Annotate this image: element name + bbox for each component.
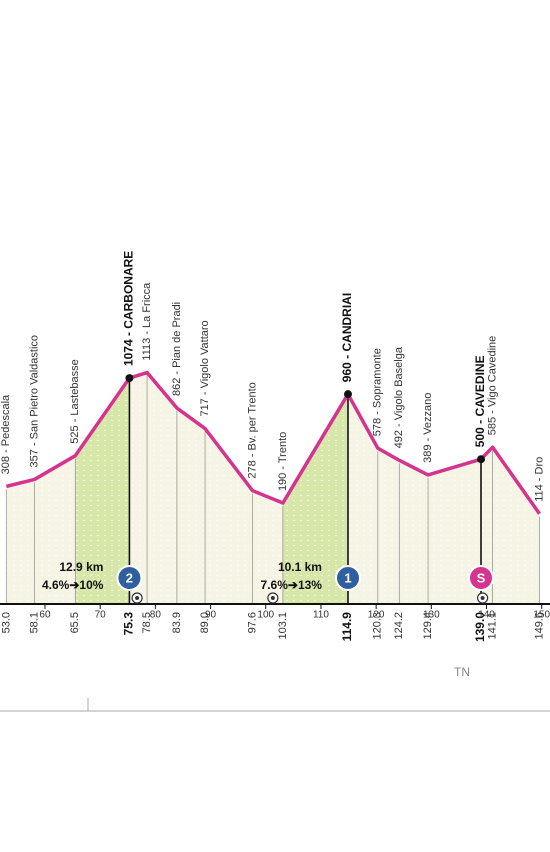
summit-dot [343,390,352,399]
km-label: 120.3 [372,612,384,640]
km-label: 75.3 [122,612,136,636]
waypoint-label: 190 - Trento [277,432,289,491]
km-label: 124.2 [393,612,405,640]
x-tick-label: 80 [150,610,162,621]
waypoint-label: 717 - Vigolo Vattaro [199,320,211,416]
waypoint-label: 389 - Vezzano [422,393,434,463]
waypoint-label: 585 - Vigo Cavedine [487,336,499,435]
climb-area [282,394,348,604]
climb-badge [468,565,495,591]
km-label: 78.5 [141,612,153,633]
waypoint-label: 492 - Vigolo Baselga [393,346,405,448]
x-tick-label: 130 [423,610,440,621]
km-label: 58.1 [28,612,40,633]
feed-icon [135,596,140,600]
waypoint-label: 960 - CANDRIAI [340,293,354,382]
km-label: 129.4 [422,612,434,640]
feed-icon [480,596,485,600]
region-label: TN [454,665,470,679]
profile-line [5,370,541,515]
climb-length: 12.9 km [59,560,103,574]
climb-gradient: 7.6%➔13% [261,578,323,592]
waypoint-label: 308 - Pedescala [0,394,12,474]
km-label: 89.0 [199,612,211,633]
waypoint-label: 862 - Pian de Pradi [171,302,183,396]
waypoint-label: 578 - Sopramonte [372,348,384,436]
x-tick-label: 100 [257,610,274,621]
x-tick-label: 150 [533,610,550,621]
km-label: 65.5 [69,612,81,633]
x-tick-label: 110 [313,610,329,621]
summit-dot [477,455,486,464]
waypoint-label: 1113 - La Fricca [141,282,153,361]
km-label: 141.1 [487,612,499,640]
km-label: 83.9 [171,612,183,633]
x-tick-label: 60 [39,610,51,621]
summit-dot [125,374,134,383]
x-tick-label: 70 [95,610,107,621]
km-label: 149.6 [533,612,545,640]
x-tick-label: 90 [205,610,217,621]
waypoint-label: 500 - CAVEDINE [473,355,487,447]
waypoint-label: 1074 - CARBONARE [122,251,136,366]
waypoint-label: 278 - Bv. per Trento [246,382,258,478]
climb-area [75,378,130,604]
feed-icon [270,596,275,600]
climb-badge-label: 1 [344,570,351,585]
climb-badge-label: S [477,570,486,585]
km-label: 97.6 [246,612,258,633]
km-label: 139.0 [473,612,487,642]
climb-length: 10.1 km [278,560,322,574]
km-label: 53.0 [0,612,12,633]
climb-badge [334,565,361,591]
waypoint-label: 525 - Lastebasse [69,359,81,443]
x-tick-label: 140 [478,610,495,621]
climb-badge-label: 2 [126,570,133,585]
km-label: 114.9 [340,612,354,642]
climb-badge [116,565,143,591]
x-tick-label: 120 [368,610,385,621]
km-label: 103.1 [277,612,289,640]
climb-gradient: 4.6%➔10% [42,578,104,592]
waypoint-label: 114 - Dro [533,457,545,502]
waypoint-label: 357 - San Pietro Valdastico [28,335,40,467]
